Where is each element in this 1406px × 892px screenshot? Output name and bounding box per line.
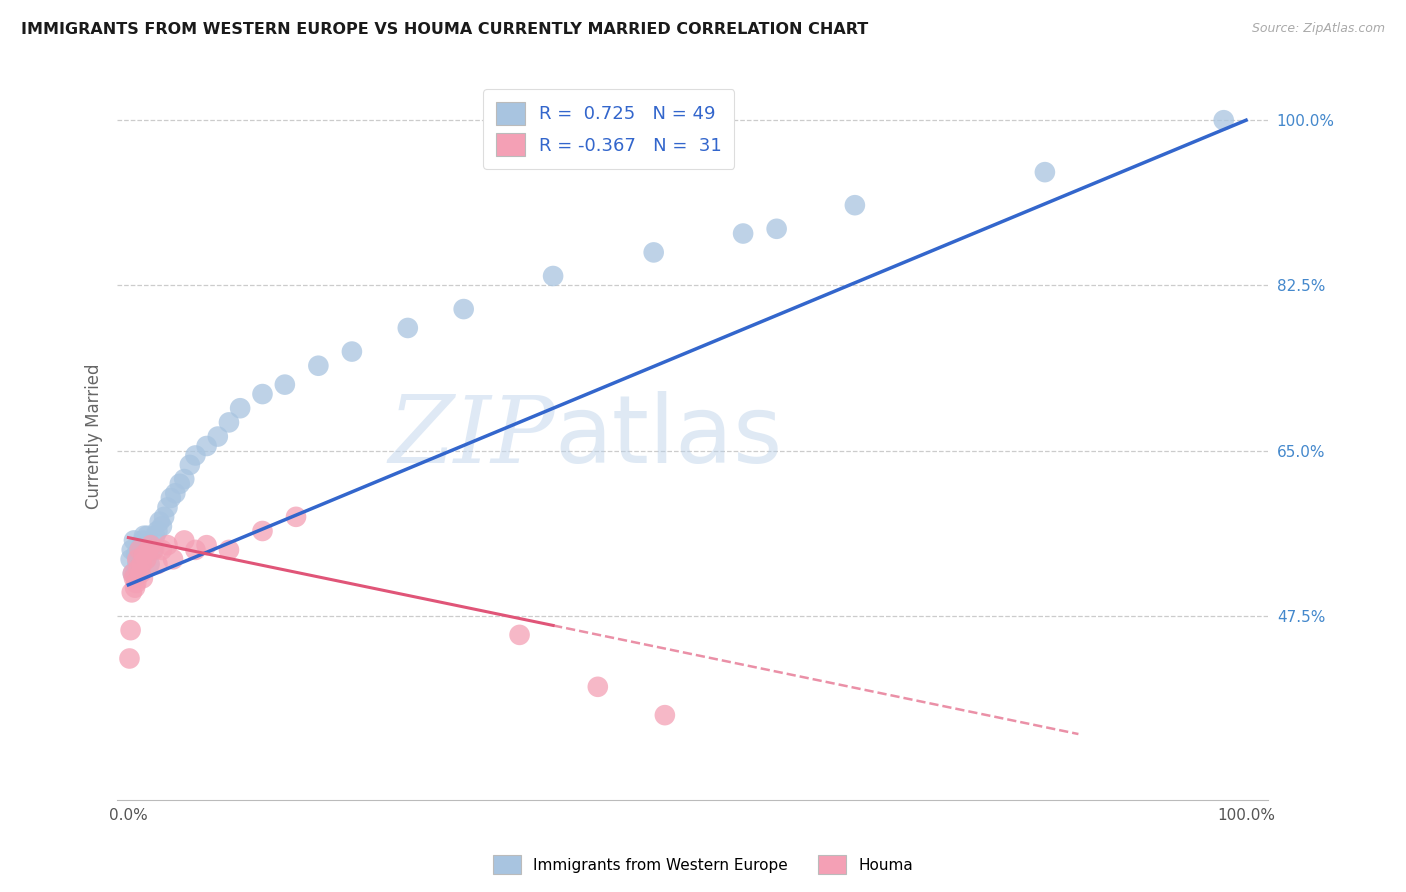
Point xyxy=(150,519,173,533)
Point xyxy=(643,245,665,260)
Point xyxy=(173,472,195,486)
Point xyxy=(149,515,172,529)
Point xyxy=(132,533,155,548)
Point xyxy=(138,538,160,552)
Text: Source: ZipAtlas.com: Source: ZipAtlas.com xyxy=(1251,22,1385,36)
Point xyxy=(135,552,157,566)
Legend: Immigrants from Western Europe, Houma: Immigrants from Western Europe, Houma xyxy=(486,849,920,880)
Point xyxy=(844,198,866,212)
Point xyxy=(509,628,531,642)
Point xyxy=(274,377,297,392)
Point xyxy=(541,268,564,283)
Point xyxy=(138,542,160,557)
Point xyxy=(165,486,187,500)
Point xyxy=(118,651,141,665)
Point xyxy=(139,538,162,552)
Point xyxy=(586,680,609,694)
Point xyxy=(453,301,475,316)
Point xyxy=(136,529,159,543)
Point xyxy=(134,542,156,557)
Text: atlas: atlas xyxy=(554,391,783,483)
Point xyxy=(135,552,157,566)
Text: IMMIGRANTS FROM WESTERN EUROPE VS HOUMA CURRENTLY MARRIED CORRELATION CHART: IMMIGRANTS FROM WESTERN EUROPE VS HOUMA … xyxy=(21,22,869,37)
Y-axis label: Currently Married: Currently Married xyxy=(86,364,103,509)
Point xyxy=(1212,113,1234,128)
Point xyxy=(150,542,173,557)
Point xyxy=(173,533,195,548)
Point xyxy=(131,557,153,571)
Point xyxy=(127,552,149,566)
Point xyxy=(143,529,166,543)
Point xyxy=(340,344,363,359)
Point xyxy=(139,538,162,552)
Point xyxy=(132,548,155,562)
Point xyxy=(162,552,184,566)
Point xyxy=(143,542,166,557)
Text: ZIP: ZIP xyxy=(388,392,554,482)
Point xyxy=(195,538,218,552)
Point xyxy=(184,449,207,463)
Point xyxy=(285,509,308,524)
Point xyxy=(127,566,149,581)
Point xyxy=(122,571,145,585)
Point xyxy=(142,542,165,557)
Point xyxy=(127,562,149,576)
Point xyxy=(765,222,787,236)
Point xyxy=(156,500,179,515)
Point xyxy=(125,548,148,562)
Point xyxy=(169,476,191,491)
Point xyxy=(129,566,152,581)
Point xyxy=(131,557,153,571)
Point xyxy=(132,529,155,543)
Point xyxy=(654,708,676,723)
Point xyxy=(156,538,179,552)
Point xyxy=(218,542,240,557)
Point xyxy=(146,557,169,571)
Point xyxy=(252,524,274,538)
Point xyxy=(124,581,146,595)
Point xyxy=(121,542,143,557)
Point xyxy=(121,566,143,581)
Point xyxy=(733,227,755,241)
Point xyxy=(179,458,201,472)
Point xyxy=(128,542,150,557)
Point xyxy=(218,416,240,430)
Point xyxy=(1033,165,1056,179)
Point xyxy=(307,359,329,373)
Point xyxy=(127,557,149,571)
Point xyxy=(124,566,146,581)
Legend: R =  0.725   N = 49, R = -0.367   N =  31: R = 0.725 N = 49, R = -0.367 N = 31 xyxy=(484,89,734,169)
Point xyxy=(129,548,152,562)
Point xyxy=(120,552,142,566)
Point xyxy=(128,542,150,557)
Point xyxy=(121,566,143,581)
Point xyxy=(229,401,252,416)
Point xyxy=(132,571,155,585)
Point xyxy=(396,321,419,335)
Point xyxy=(146,524,169,538)
Point xyxy=(184,542,207,557)
Point xyxy=(153,509,176,524)
Point xyxy=(252,387,274,401)
Point xyxy=(138,557,160,571)
Point xyxy=(195,439,218,453)
Point xyxy=(120,623,142,637)
Point xyxy=(121,585,143,599)
Point xyxy=(125,576,148,591)
Point xyxy=(122,533,145,548)
Point xyxy=(207,429,229,443)
Point xyxy=(160,491,183,505)
